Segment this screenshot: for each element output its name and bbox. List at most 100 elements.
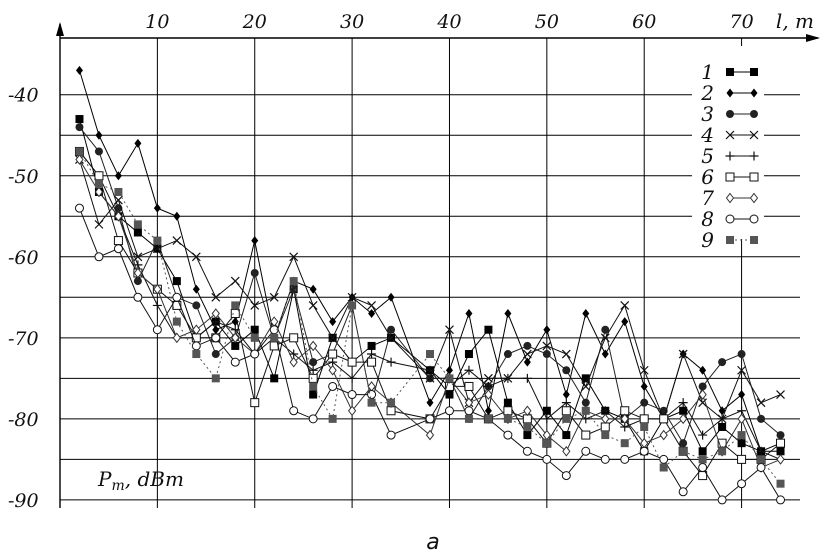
series-2-point (465, 309, 472, 318)
x-tick-label: 70 (729, 11, 753, 33)
series-2-point (95, 131, 102, 140)
series-4-point (757, 399, 765, 407)
series-9-point (290, 277, 298, 285)
series-8-point (212, 334, 220, 342)
series-8-point (777, 496, 785, 504)
series-6-point (348, 358, 356, 366)
series-9-point (114, 188, 122, 196)
series-9-point (95, 180, 103, 188)
series-9-point (134, 220, 142, 228)
series-6-point (562, 407, 570, 415)
series-1-point (134, 228, 142, 236)
series-9-point (640, 423, 648, 431)
series-2-point (193, 285, 200, 294)
series-8-point (562, 472, 570, 480)
series-8-point (465, 407, 473, 415)
series-9-point (562, 415, 570, 423)
series-7-point (427, 431, 434, 440)
series-3-point (95, 147, 103, 155)
tick-labels: 10 20 30 40 50 60 70 -40 -50 -60 -70 -80 -90 (8, 11, 754, 512)
series-2-point (388, 293, 395, 302)
y-tick-label: -50 (8, 166, 39, 188)
series-9-point (757, 455, 765, 463)
series-9-point (718, 447, 726, 455)
series-3-point (562, 366, 570, 374)
series-8-point (173, 293, 181, 301)
legend-marker (726, 173, 734, 181)
series-2-point (173, 212, 180, 221)
series-8-point (290, 407, 298, 415)
series-1-point (465, 350, 473, 358)
series-1-point (484, 326, 492, 334)
series-8-point (309, 415, 317, 423)
series-6-line (80, 151, 781, 475)
series-2-point (699, 366, 706, 375)
series-9-point (153, 237, 161, 245)
series-8-point (134, 293, 142, 301)
x-axis-label: l, m (776, 9, 814, 33)
series-8-point (368, 391, 376, 399)
legend-marker (726, 68, 734, 76)
series-9-point (523, 423, 531, 431)
series-9-point (329, 415, 337, 423)
series-9-point (445, 374, 453, 382)
series-8-point (699, 463, 707, 471)
series-8-point (738, 480, 746, 488)
series-8-point (114, 245, 122, 253)
series-6-point (290, 334, 298, 342)
x-tick-label: 40 (436, 11, 461, 33)
series-8-point (621, 455, 629, 463)
series-3-point (290, 285, 298, 293)
series-9-point (679, 447, 687, 455)
series-9-point (231, 301, 239, 309)
series-9-point (543, 439, 551, 447)
series-8-point (153, 326, 161, 334)
series-6-point (465, 382, 473, 390)
series-7-point (602, 414, 609, 423)
series-8-point (718, 496, 726, 504)
figure-caption: а (426, 530, 439, 555)
series-8-point (75, 204, 83, 212)
series-3-point (640, 399, 648, 407)
series-3-point (738, 350, 746, 358)
series-9-point (582, 407, 590, 415)
series-3-point (504, 350, 512, 358)
x-tick-label: 50 (535, 11, 559, 33)
series-4-point (231, 277, 239, 285)
x-tick-label: 10 (145, 11, 169, 33)
series-1-point (718, 423, 726, 431)
legend-marker (726, 236, 734, 244)
series-1-point (173, 277, 181, 285)
series-6-point (251, 399, 259, 407)
series-9-point (309, 382, 317, 390)
series-8-point (387, 431, 395, 439)
series-9-point (660, 463, 668, 471)
series-5-point (153, 301, 162, 310)
series-2-point (504, 309, 511, 318)
legend-label: 9 (701, 228, 714, 252)
series-9-point (387, 399, 395, 407)
legend-marker (750, 173, 758, 181)
series-8-point (523, 447, 531, 455)
series-6-point (309, 374, 317, 382)
y-tick-label: -70 (8, 328, 39, 350)
series-2 (76, 66, 784, 456)
series-4-point (621, 301, 629, 309)
series-3-point (309, 358, 317, 366)
legend-marker (750, 110, 758, 118)
x-tick-label: 60 (632, 11, 656, 33)
y-tick-label: -90 (8, 490, 39, 512)
series-8-point (660, 455, 668, 463)
x-axis-arrow (806, 34, 820, 42)
series-8-point (231, 358, 239, 366)
series-6-point (777, 439, 785, 447)
series-8-point (426, 415, 434, 423)
series-6-point (738, 455, 746, 463)
series-3-point (212, 350, 220, 358)
series-2-point (563, 390, 570, 399)
series-1-point (75, 115, 83, 123)
series-8-point (601, 455, 609, 463)
series-2-line (80, 70, 781, 451)
series-4-point (368, 301, 376, 309)
